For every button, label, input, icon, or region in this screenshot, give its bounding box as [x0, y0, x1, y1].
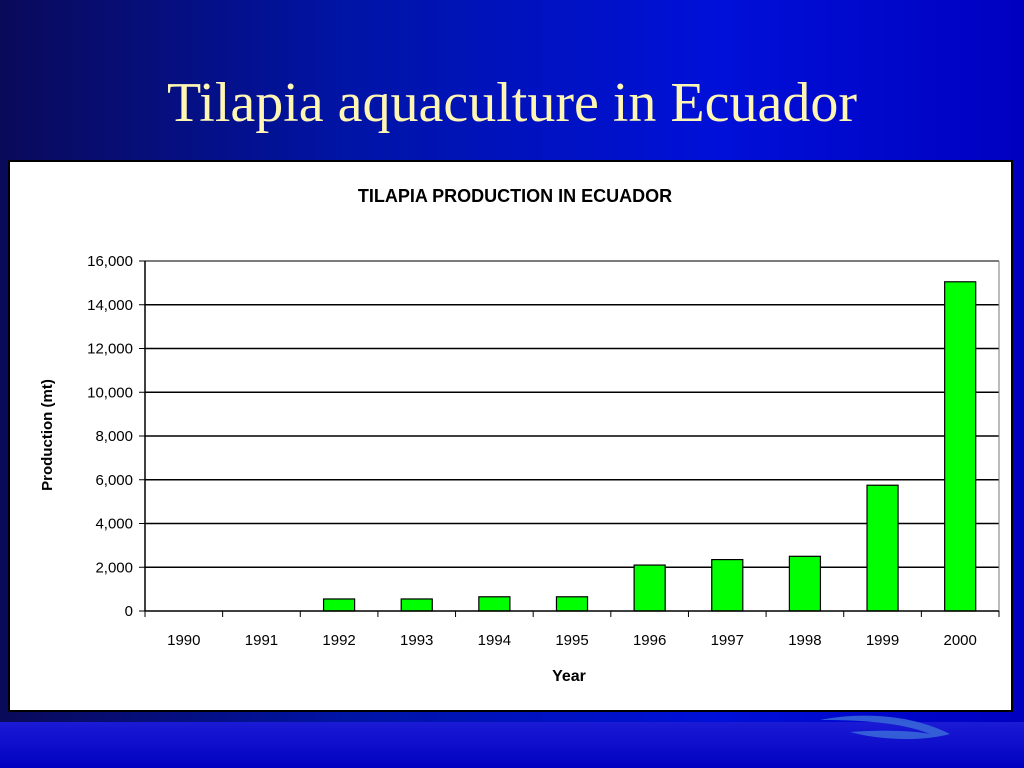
y-tick-labels: 0 2,000 4,000 6,000 8,000 10,000 12,000 14,000 1… [87, 253, 133, 620]
bar-1997 [711, 558, 744, 612]
bar-chart: TILAPIA PRODUCTION IN ECUADOR Production… [39, 186, 1000, 685]
y-tick-label: 4,000 [95, 516, 133, 533]
y-tick-label: 10,000 [87, 384, 133, 401]
x-tick-label: 1990 [167, 632, 200, 649]
x-tick-label: 1997 [711, 632, 744, 649]
y-tick-label: 0 [125, 603, 133, 620]
axes [139, 260, 1000, 617]
bottom-band [0, 722, 1024, 768]
y-tick-label: 14,000 [87, 297, 133, 314]
bar-2000 [944, 281, 977, 612]
bar-1993 [400, 598, 433, 612]
x-tick-label: 1992 [322, 632, 355, 649]
bar-1996 [633, 564, 666, 612]
x-tick-label: 1993 [400, 632, 433, 649]
y-tick-label: 12,000 [87, 341, 133, 358]
x-tick-label: 1995 [555, 632, 588, 649]
y-tick-label: 6,000 [95, 472, 133, 489]
x-tick-label: 1994 [478, 632, 511, 649]
y-tick-label: 8,000 [95, 428, 133, 445]
x-tick-label: 1991 [245, 632, 278, 649]
x-tick-label: 2000 [943, 632, 976, 649]
bar-1999 [866, 484, 899, 612]
x-axis-label: Year [552, 668, 586, 685]
gridlines [145, 260, 1000, 611]
swoosh-decoration [820, 715, 950, 740]
x-tick-labels: 1990 1991 1992 1993 1994 1995 1996 1997 1998 1999… [167, 632, 977, 649]
chart-title: TILAPIA PRODUCTION IN ECUADOR [358, 186, 672, 206]
x-tick-label: 1996 [633, 632, 666, 649]
chart-panel: TILAPIA PRODUCTION IN ECUADOR Production… [8, 160, 1013, 712]
slide-title: Tilapia aquaculture in Ecuador [167, 72, 857, 134]
y-axis-label: Production (mt) [39, 379, 56, 491]
y-tick-label: 16,000 [87, 253, 133, 270]
bar-1992 [322, 598, 356, 612]
bar-1994 [478, 596, 511, 612]
bar-1995 [555, 596, 589, 612]
y-tick-label: 2,000 [95, 559, 133, 576]
x-tick-label: 1999 [866, 632, 899, 649]
x-tick-label: 1998 [788, 632, 821, 649]
bar-1998 [788, 555, 822, 612]
bars [322, 281, 977, 612]
